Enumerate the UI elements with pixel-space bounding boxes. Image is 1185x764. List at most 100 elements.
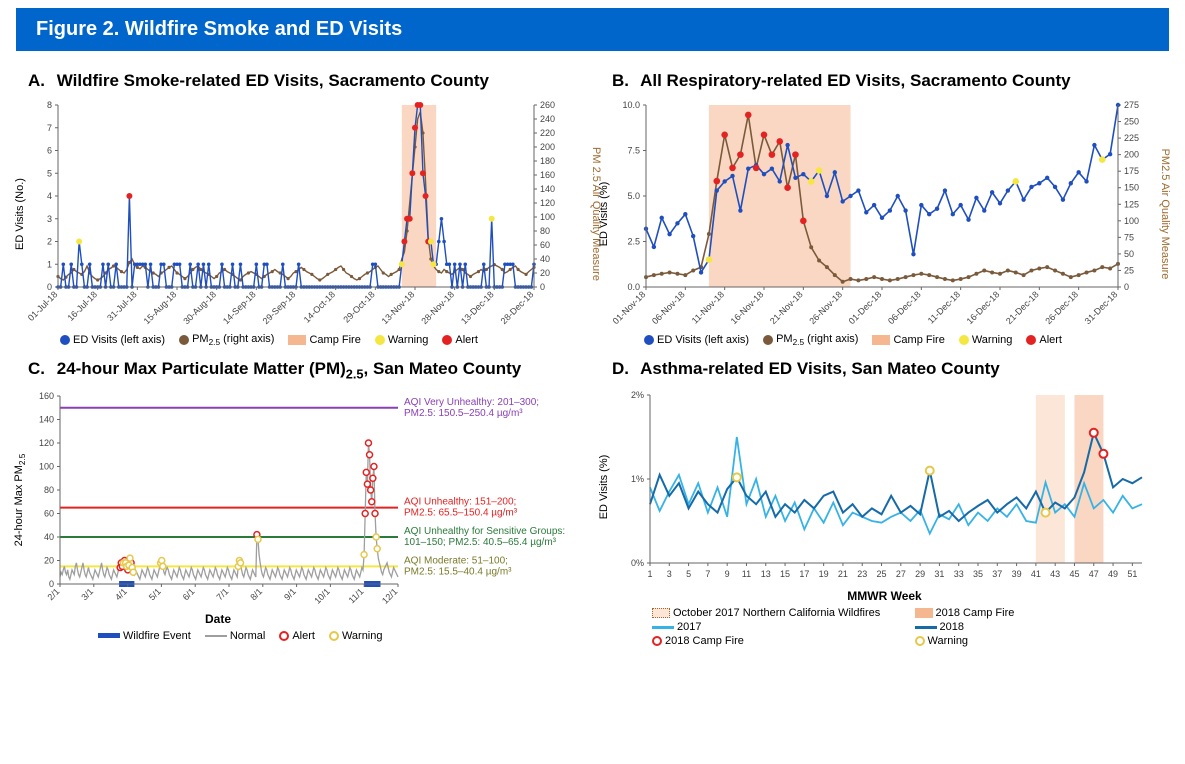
svg-text:AQI Moderate: 51–100;: AQI Moderate: 51–100; xyxy=(404,555,508,566)
legend-oct2017: October 2017 Northern California Wildfir… xyxy=(652,607,895,619)
panel-a-svg: 0123456780204060801001201401601802002202… xyxy=(28,99,568,329)
panel-b-title: All Respiratory-related ED Visits, Sacra… xyxy=(640,71,1070,90)
svg-text:37: 37 xyxy=(992,569,1002,579)
svg-text:2: 2 xyxy=(47,237,52,247)
svg-text:180: 180 xyxy=(540,156,555,166)
legend-ed-visits: ED Visits (left axis) xyxy=(60,334,165,346)
svg-text:26-Nov-18: 26-Nov-18 xyxy=(807,289,844,326)
svg-text:30-Aug-18: 30-Aug-18 xyxy=(181,289,218,326)
svg-text:5.0: 5.0 xyxy=(627,191,640,201)
svg-text:0: 0 xyxy=(540,282,545,292)
panel-a-ylabel-left: ED Visits (No.) xyxy=(14,178,26,250)
svg-text:47: 47 xyxy=(1089,569,1099,579)
svg-text:06-Dec-18: 06-Dec-18 xyxy=(886,289,923,326)
svg-text:26-Dec-18: 26-Dec-18 xyxy=(1043,289,1080,326)
svg-text:21-Dec-18: 21-Dec-18 xyxy=(1004,289,1041,326)
svg-text:50: 50 xyxy=(1124,249,1134,259)
svg-text:225: 225 xyxy=(1124,133,1139,143)
legend-camp-marker: 2018 Camp Fire xyxy=(652,635,895,647)
svg-text:29-Oct-18: 29-Oct-18 xyxy=(341,289,376,324)
figure-banner: Figure 2. Wildfire Smoke and ED Visits xyxy=(16,8,1169,51)
panel-d-svg: 0%1%2%1357911131517192123252729313335373… xyxy=(612,387,1152,587)
svg-text:AQI Very Unhealthy: 201–300;: AQI Very Unhealthy: 201–300; xyxy=(404,396,539,407)
svg-text:3/1: 3/1 xyxy=(79,586,95,602)
svg-text:35: 35 xyxy=(973,569,983,579)
svg-text:200: 200 xyxy=(540,142,555,152)
svg-text:0%: 0% xyxy=(631,558,644,568)
svg-text:PM2.5: 150.5–250.4 µg/m³: PM2.5: 150.5–250.4 µg/m³ xyxy=(404,407,523,418)
svg-text:7: 7 xyxy=(705,569,710,579)
svg-text:4/1: 4/1 xyxy=(113,586,129,602)
svg-text:17: 17 xyxy=(799,569,809,579)
svg-text:51: 51 xyxy=(1127,569,1137,579)
svg-text:11-Dec-18: 11-Dec-18 xyxy=(926,289,962,325)
panel-c-title: 24-hour Max Particulate Matter (PM)2.5, … xyxy=(57,359,522,378)
svg-text:31: 31 xyxy=(934,569,944,579)
svg-text:25: 25 xyxy=(877,569,887,579)
svg-text:31-Jul-18: 31-Jul-18 xyxy=(105,289,139,323)
panel-d-chart: ED Visits (%) 0%1%2%13579111315171921232… xyxy=(612,387,1157,587)
svg-text:AQI Unhealthy: 151–200;: AQI Unhealthy: 151–200; xyxy=(404,496,516,507)
svg-text:120: 120 xyxy=(540,198,555,208)
panel-a-chart: ED Visits (No.) PM 2.5 Air Quality Measu… xyxy=(28,99,588,329)
panel-b: B. All Respiratory-related ED Visits, Sa… xyxy=(612,67,1157,347)
svg-text:1: 1 xyxy=(47,259,52,269)
svg-text:175: 175 xyxy=(1124,166,1139,176)
legend-warning: Warning xyxy=(375,334,429,346)
svg-text:60: 60 xyxy=(540,240,550,250)
svg-text:21: 21 xyxy=(838,569,848,579)
svg-text:7.5: 7.5 xyxy=(627,146,640,156)
panel-c-svg: 020406080100120140160AQI Very Unhealthy:… xyxy=(28,390,588,610)
svg-text:23: 23 xyxy=(857,569,867,579)
svg-text:PM2.5: 65.5–150.4 µg/m³: PM2.5: 65.5–150.4 µg/m³ xyxy=(404,507,518,518)
panel-d-ylabel-left: ED Visits (%) xyxy=(598,455,610,520)
panel-b-ylabel-left: ED Visits (%) xyxy=(598,182,610,247)
panel-b-label: B. xyxy=(612,71,636,91)
svg-text:29: 29 xyxy=(915,569,925,579)
svg-text:28-Nov-18: 28-Nov-18 xyxy=(419,289,456,326)
svg-text:2%: 2% xyxy=(631,390,644,400)
svg-text:16-Jul-18: 16-Jul-18 xyxy=(65,289,99,323)
legend-warn-marker: Warning xyxy=(915,635,1158,647)
svg-text:100: 100 xyxy=(39,461,54,471)
svg-text:11/1: 11/1 xyxy=(347,586,366,605)
svg-text:10/1: 10/1 xyxy=(312,586,331,605)
panel-d: D. Asthma-related ED Visits, San Mateo C… xyxy=(612,355,1157,647)
svg-text:260: 260 xyxy=(540,100,555,110)
svg-text:41: 41 xyxy=(1031,569,1041,579)
svg-text:19: 19 xyxy=(819,569,829,579)
svg-text:06-Nov-18: 06-Nov-18 xyxy=(650,289,687,326)
svg-text:PM2.5: 15.5–40.4 µg/m³: PM2.5: 15.5–40.4 µg/m³ xyxy=(404,566,512,577)
legend-warning: Warning xyxy=(329,630,383,642)
svg-text:150: 150 xyxy=(1124,183,1139,193)
svg-text:14-Oct-18: 14-Oct-18 xyxy=(302,289,337,324)
svg-text:100: 100 xyxy=(1124,216,1139,226)
panel-c-chart: 24-hour Max PM2.5 020406080100120140160A… xyxy=(28,390,588,610)
panel-c-legend: Wildfire Event Normal Alert Warning xyxy=(98,630,398,642)
legend-pm25: PM2.5 (right axis) xyxy=(179,333,274,347)
svg-text:6/1: 6/1 xyxy=(181,586,197,602)
legend-pm25: PM2.5 (right axis) xyxy=(763,333,858,347)
svg-text:5/1: 5/1 xyxy=(147,586,163,602)
svg-text:80: 80 xyxy=(44,485,54,495)
svg-text:13: 13 xyxy=(761,569,771,579)
svg-text:125: 125 xyxy=(1124,199,1139,209)
panel-a-title-row: A. Wildfire Smoke-related ED Visits, Sac… xyxy=(28,71,588,91)
svg-text:8: 8 xyxy=(47,100,52,110)
svg-text:160: 160 xyxy=(540,170,555,180)
svg-text:9: 9 xyxy=(725,569,730,579)
legend-2017: 2017 xyxy=(652,621,895,633)
svg-text:2/1: 2/1 xyxy=(45,586,61,602)
svg-text:45: 45 xyxy=(1069,569,1079,579)
panel-b-legend: ED Visits (left axis) PM2.5 (right axis)… xyxy=(644,333,1157,347)
svg-text:29-Sep-18: 29-Sep-18 xyxy=(261,289,298,326)
svg-text:200: 200 xyxy=(1124,150,1139,160)
svg-text:16-Nov-18: 16-Nov-18 xyxy=(729,289,766,326)
svg-text:15: 15 xyxy=(780,569,790,579)
panel-b-chart: ED Visits (%) PM2.5 Air Quality Measure … xyxy=(612,99,1157,329)
panel-c-ylabel-left: 24-hour Max PM2.5 xyxy=(13,453,27,546)
svg-text:5: 5 xyxy=(47,168,52,178)
svg-text:21-Nov-18: 21-Nov-18 xyxy=(768,289,805,326)
svg-text:28-Dec-18: 28-Dec-18 xyxy=(499,289,536,326)
panel-c-label: C. xyxy=(28,359,52,379)
